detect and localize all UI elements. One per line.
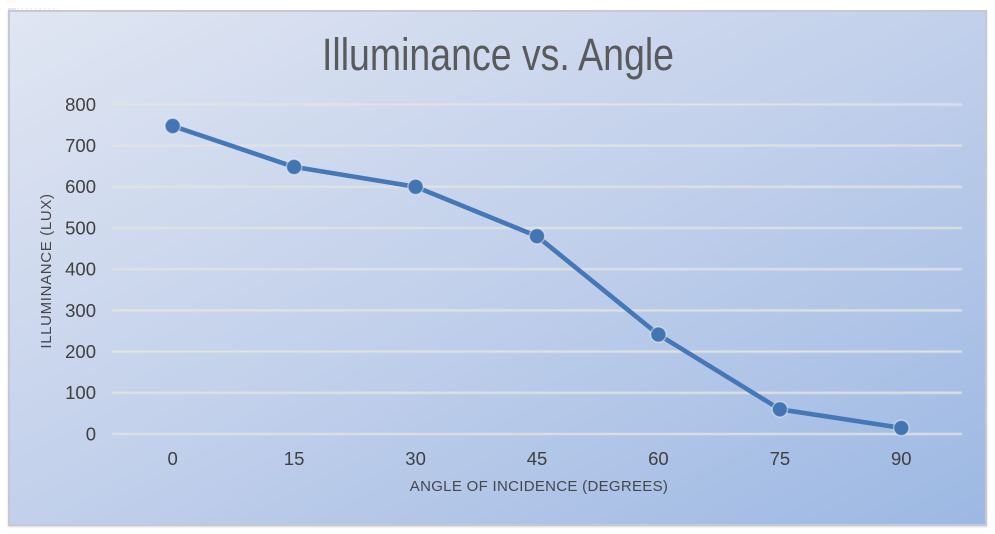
svg-text:90: 90 <box>891 448 912 469</box>
svg-text:700: 700 <box>65 135 96 156</box>
svg-text:0: 0 <box>168 448 178 469</box>
svg-text:400: 400 <box>65 259 96 280</box>
svg-text:0: 0 <box>86 423 96 444</box>
svg-text:60: 60 <box>648 448 669 469</box>
svg-text:800: 800 <box>65 94 96 115</box>
svg-text:ANGLE OF INCIDENCE (DEGREES): ANGLE OF INCIDENCE (DEGREES) <box>410 478 668 495</box>
svg-text:200: 200 <box>65 341 96 362</box>
svg-text:100: 100 <box>65 382 96 403</box>
svg-text:600: 600 <box>65 176 96 197</box>
svg-text:45: 45 <box>527 448 548 469</box>
svg-text:15: 15 <box>284 448 305 469</box>
svg-text:ILLUMINANCE (LUX): ILLUMINANCE (LUX) <box>38 193 55 348</box>
svg-text:300: 300 <box>65 300 96 321</box>
svg-text:30: 30 <box>405 448 426 469</box>
svg-text:Illuminance vs. Angle: Illuminance vs. Angle <box>322 29 674 80</box>
svg-text:500: 500 <box>65 217 96 238</box>
svg-text:75: 75 <box>770 448 791 469</box>
